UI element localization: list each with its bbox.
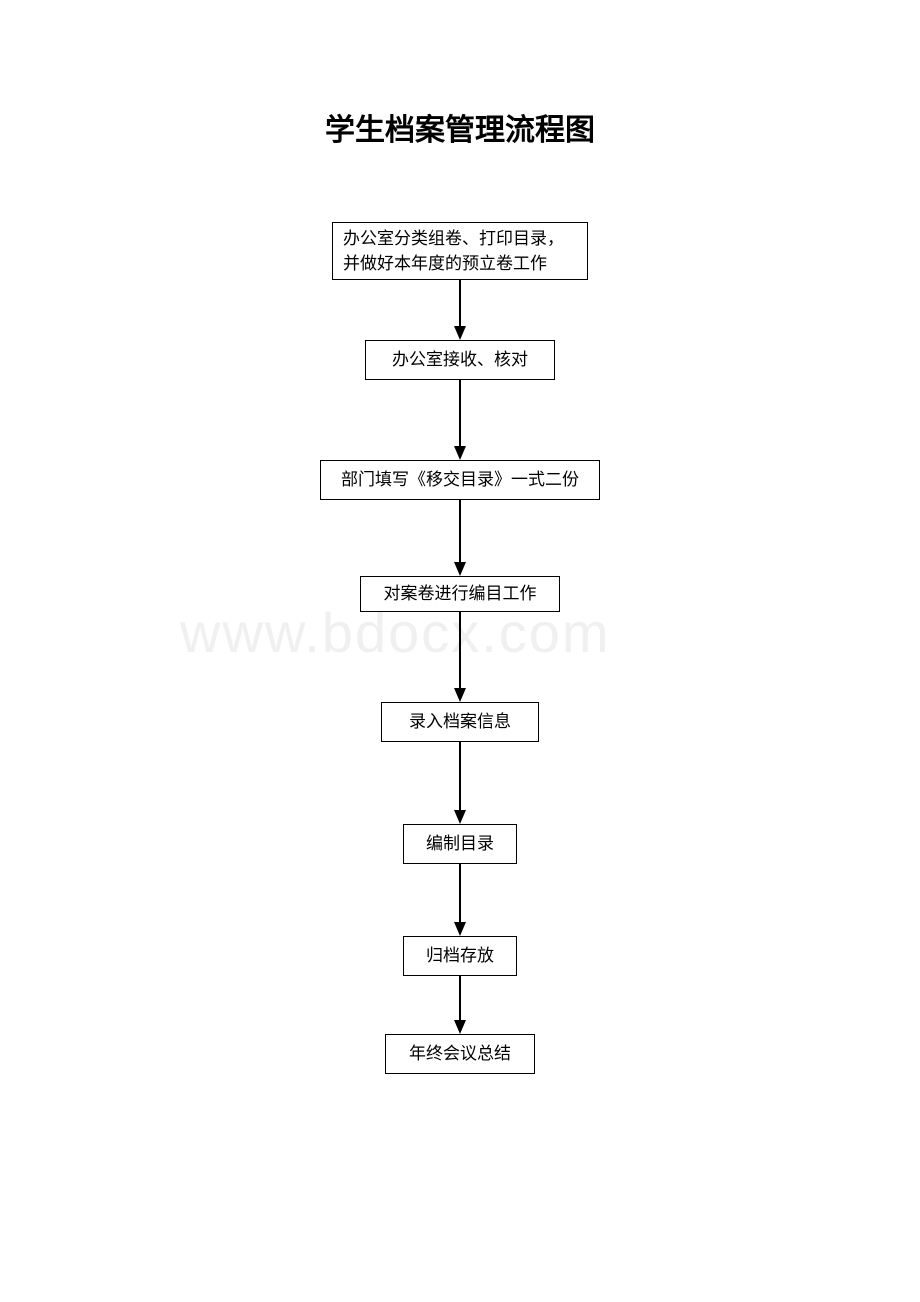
flow-node-label: 录入档案信息: [409, 709, 511, 735]
arrow-head-icon: [454, 446, 466, 460]
flow-arrow: [454, 864, 466, 936]
flow-node-n7: 归档存放: [403, 936, 517, 976]
arrow-line: [459, 742, 461, 810]
flow-arrow: [454, 280, 466, 340]
flow-node-label: 年终会议总结: [409, 1041, 511, 1067]
flow-node-label: 编制目录: [426, 831, 494, 857]
arrow-line: [459, 380, 461, 446]
arrow-line: [459, 500, 461, 562]
arrow-head-icon: [454, 688, 466, 702]
flow-node-label: 办公室分类组卷、打印目录， 并做好本年度的预立卷工作: [343, 226, 564, 277]
flow-arrow: [454, 976, 466, 1034]
flow-node-n6: 编制目录: [403, 824, 517, 864]
page-title: 学生档案管理流程图: [0, 105, 920, 149]
arrow-head-icon: [454, 562, 466, 576]
flow-node-label: 办公室接收、核对: [392, 347, 528, 373]
arrow-line: [459, 864, 461, 922]
arrow-head-icon: [454, 326, 466, 340]
flow-arrow: [454, 742, 466, 824]
flow-arrow: [454, 380, 466, 460]
arrow-line: [459, 612, 461, 688]
arrow-line: [459, 976, 461, 1020]
flow-node-n1: 办公室分类组卷、打印目录， 并做好本年度的预立卷工作: [332, 222, 588, 280]
arrow-head-icon: [454, 1020, 466, 1034]
flow-arrow: [454, 500, 466, 576]
flow-node-label: 部门填写《移交目录》一式二份: [341, 467, 579, 493]
flow-node-n3: 部门填写《移交目录》一式二份: [320, 460, 600, 500]
flow-node-label: 对案卷进行编目工作: [384, 581, 537, 607]
flow-node-n4: 对案卷进行编目工作: [360, 576, 560, 612]
flow-node-n8: 年终会议总结: [385, 1034, 535, 1074]
flowchart-container: 办公室分类组卷、打印目录， 并做好本年度的预立卷工作办公室接收、核对部门填写《移…: [0, 222, 920, 1074]
flow-arrow: [454, 612, 466, 702]
arrow-head-icon: [454, 810, 466, 824]
arrow-head-icon: [454, 922, 466, 936]
flow-node-label: 归档存放: [426, 943, 494, 969]
arrow-line: [459, 280, 461, 326]
flow-node-n5: 录入档案信息: [381, 702, 539, 742]
flow-node-n2: 办公室接收、核对: [365, 340, 555, 380]
